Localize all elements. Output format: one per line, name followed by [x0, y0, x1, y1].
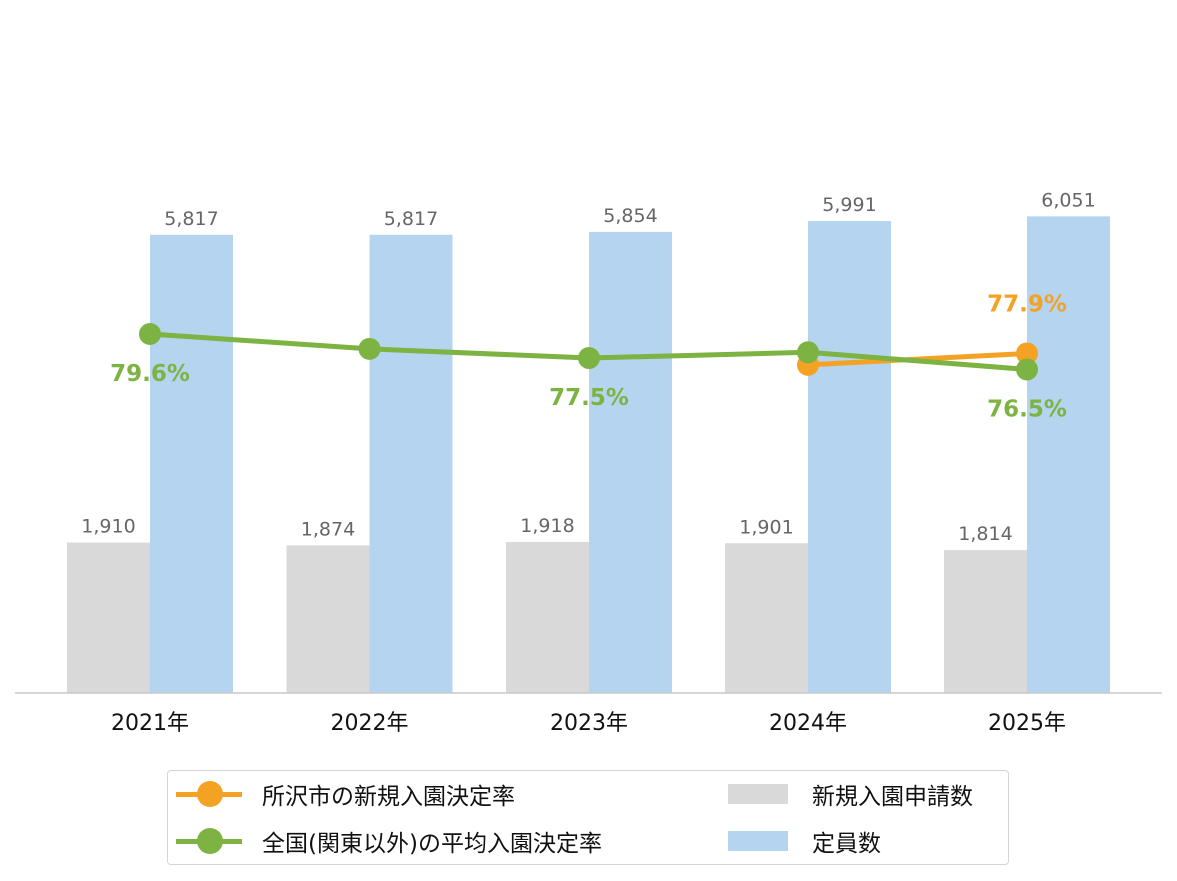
bar-value-label: 5,991: [822, 194, 876, 216]
legend-label: 新規入園申請数: [812, 784, 973, 810]
legend-line-orange-icon: [176, 781, 242, 807]
x-tick-label: 2023年: [550, 711, 628, 736]
point-national-1: [358, 337, 381, 360]
lines-layer: [139, 322, 1038, 381]
bar-value-label: 6,051: [1041, 189, 1095, 211]
bar-value-label: 1,910: [81, 516, 135, 538]
bar-applications-0: [67, 542, 150, 693]
x-tick-label: 2024年: [769, 711, 847, 736]
bar-value-label: 5,817: [164, 208, 218, 230]
legend-item-capacity: 定員数: [728, 821, 881, 861]
legend-box-blue-icon: [728, 831, 788, 851]
bar-value-label: 5,817: [384, 208, 438, 230]
x-tick-label: 2025年: [988, 711, 1066, 736]
bar-value-label: 1,814: [958, 523, 1012, 545]
legend-item-national-rate: 全国(関東以外)の平均入園決定率: [176, 821, 602, 861]
point-national-3: [797, 341, 819, 364]
point-national-0: [139, 322, 161, 345]
legend-item-applications: 新規入園申請数: [728, 774, 973, 814]
bar-capacity-1: [369, 234, 453, 693]
labels-layer: 1,910 1,874 1,918 1,901 1,814 5,817 5,817 5,854…: [81, 189, 1095, 545]
legend-item-tokorozawa-rate: 所沢市の新規入園決定率: [176, 774, 515, 814]
legend-box-gray-icon: [728, 784, 788, 804]
bar-applications-2: [506, 541, 589, 693]
bar-value-label: 1,918: [520, 515, 574, 537]
bar-value-label: 1,901: [739, 516, 793, 538]
bar-capacity-4: [1027, 216, 1110, 693]
legend-label: 全国(関東以外)の平均入園決定率: [262, 831, 602, 857]
legend-label: 定員数: [812, 831, 881, 857]
x-axis-ticks: 2021年 2022年 2023年 2024年 2025年: [111, 711, 1066, 736]
legend: 所沢市の新規入園決定率 全国(関東以外)の平均入園決定率 新規入園申請数 定員数: [167, 770, 1009, 865]
point-national-2: [578, 347, 600, 370]
bar-capacity-2: [589, 231, 672, 693]
bars-layer: [67, 216, 1110, 693]
bar-capacity-0: [150, 234, 233, 693]
bar-value-label: 5,854: [603, 205, 657, 227]
line-value-label: 77.9%: [987, 291, 1067, 317]
line-value-label: 79.6%: [110, 361, 190, 387]
x-tick-label: 2021年: [111, 711, 189, 736]
point-national-4: [1016, 358, 1038, 381]
bar-applications-3: [725, 543, 808, 693]
line-value-label: 76.5%: [987, 396, 1067, 422]
bar-applications-1: [286, 545, 370, 693]
bar-value-label: 1,874: [301, 518, 355, 540]
legend-line-green-icon: [176, 828, 242, 854]
bar-capacity-3: [808, 221, 891, 693]
x-tick-label: 2022年: [331, 711, 409, 736]
bar-applications-4: [944, 550, 1027, 693]
line-value-label: 77.5%: [549, 385, 629, 411]
legend-label: 所沢市の新規入園決定率: [262, 784, 515, 810]
point-tokorozawa-4: [1016, 342, 1038, 365]
